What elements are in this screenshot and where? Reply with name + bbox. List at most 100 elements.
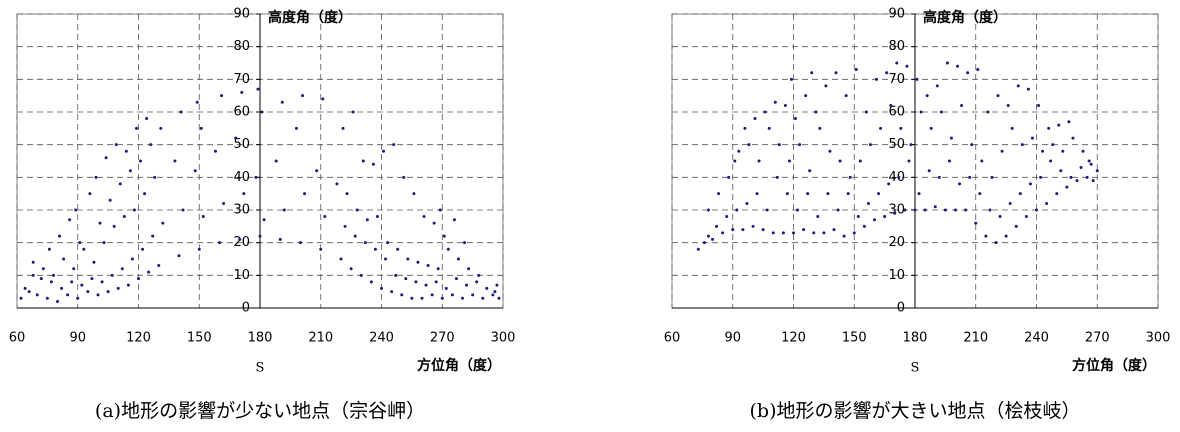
point — [456, 257, 460, 261]
point — [446, 247, 450, 251]
point — [335, 182, 339, 186]
point — [118, 182, 122, 186]
point — [177, 254, 181, 258]
point — [1059, 169, 1063, 173]
point — [1039, 175, 1043, 179]
point — [369, 280, 373, 284]
x-tick-label: 210 — [308, 331, 333, 346]
point — [996, 94, 1000, 98]
point — [970, 143, 974, 147]
point — [56, 299, 59, 303]
point — [925, 94, 929, 98]
point — [426, 264, 430, 268]
point — [1081, 149, 1085, 153]
point — [392, 143, 396, 147]
point — [927, 169, 931, 173]
x-tick-label: 120 — [781, 331, 806, 346]
point — [303, 192, 307, 196]
point — [1024, 215, 1028, 219]
point — [1089, 162, 1093, 166]
point — [988, 208, 992, 212]
point — [743, 126, 747, 130]
point — [90, 277, 94, 281]
point — [31, 273, 35, 277]
point — [895, 61, 899, 65]
point — [234, 136, 238, 140]
point — [909, 143, 913, 147]
point — [351, 110, 355, 114]
point — [173, 159, 177, 163]
point — [422, 215, 426, 219]
point — [430, 293, 434, 297]
point — [339, 257, 343, 261]
point — [147, 270, 151, 274]
point — [887, 182, 891, 186]
point — [897, 175, 901, 179]
point — [345, 192, 349, 196]
point — [753, 117, 757, 121]
point — [359, 273, 363, 277]
point — [353, 234, 357, 238]
point — [804, 94, 808, 98]
point — [933, 205, 937, 209]
point — [23, 286, 27, 290]
point — [66, 293, 70, 297]
point — [301, 94, 305, 98]
point — [201, 215, 205, 219]
point — [128, 169, 132, 173]
point — [706, 208, 710, 212]
point — [463, 241, 467, 245]
point — [1045, 201, 1049, 205]
point — [323, 215, 327, 219]
point — [197, 247, 201, 251]
point — [355, 208, 359, 212]
point — [879, 126, 883, 130]
point — [873, 218, 876, 222]
y-tick-label: 80 — [888, 39, 905, 54]
point — [262, 218, 266, 222]
point — [1061, 149, 1065, 153]
point — [299, 241, 302, 245]
point — [179, 110, 183, 114]
point — [402, 175, 406, 179]
point — [416, 260, 420, 264]
point — [126, 283, 130, 287]
point — [254, 175, 258, 179]
x-tick-label: 120 — [126, 331, 151, 346]
point — [834, 71, 838, 75]
point — [92, 260, 96, 264]
point — [104, 156, 108, 160]
point — [889, 103, 893, 107]
point — [802, 228, 806, 232]
point — [137, 277, 140, 281]
point — [442, 234, 446, 238]
point — [725, 215, 729, 219]
point — [96, 293, 100, 297]
point — [465, 283, 469, 287]
point — [88, 192, 92, 196]
point — [994, 241, 998, 245]
point — [371, 162, 375, 166]
point — [373, 247, 377, 251]
point — [1079, 166, 1083, 170]
x-tick-label: 270 — [1085, 331, 1110, 346]
point — [47, 247, 51, 251]
point — [727, 175, 731, 179]
point — [382, 149, 386, 153]
x-tick-label: 90 — [724, 331, 741, 346]
x-tick-label: 300 — [1146, 331, 1171, 346]
point — [822, 231, 826, 235]
point — [893, 211, 897, 215]
point — [696, 247, 700, 251]
point — [193, 169, 197, 173]
point — [731, 228, 735, 232]
point — [94, 175, 98, 179]
point — [256, 87, 260, 91]
point — [1049, 159, 1053, 163]
point — [1087, 159, 1091, 163]
point — [1071, 136, 1075, 140]
point — [773, 100, 777, 104]
point — [60, 286, 64, 290]
point — [1057, 123, 1061, 127]
point — [35, 293, 39, 297]
